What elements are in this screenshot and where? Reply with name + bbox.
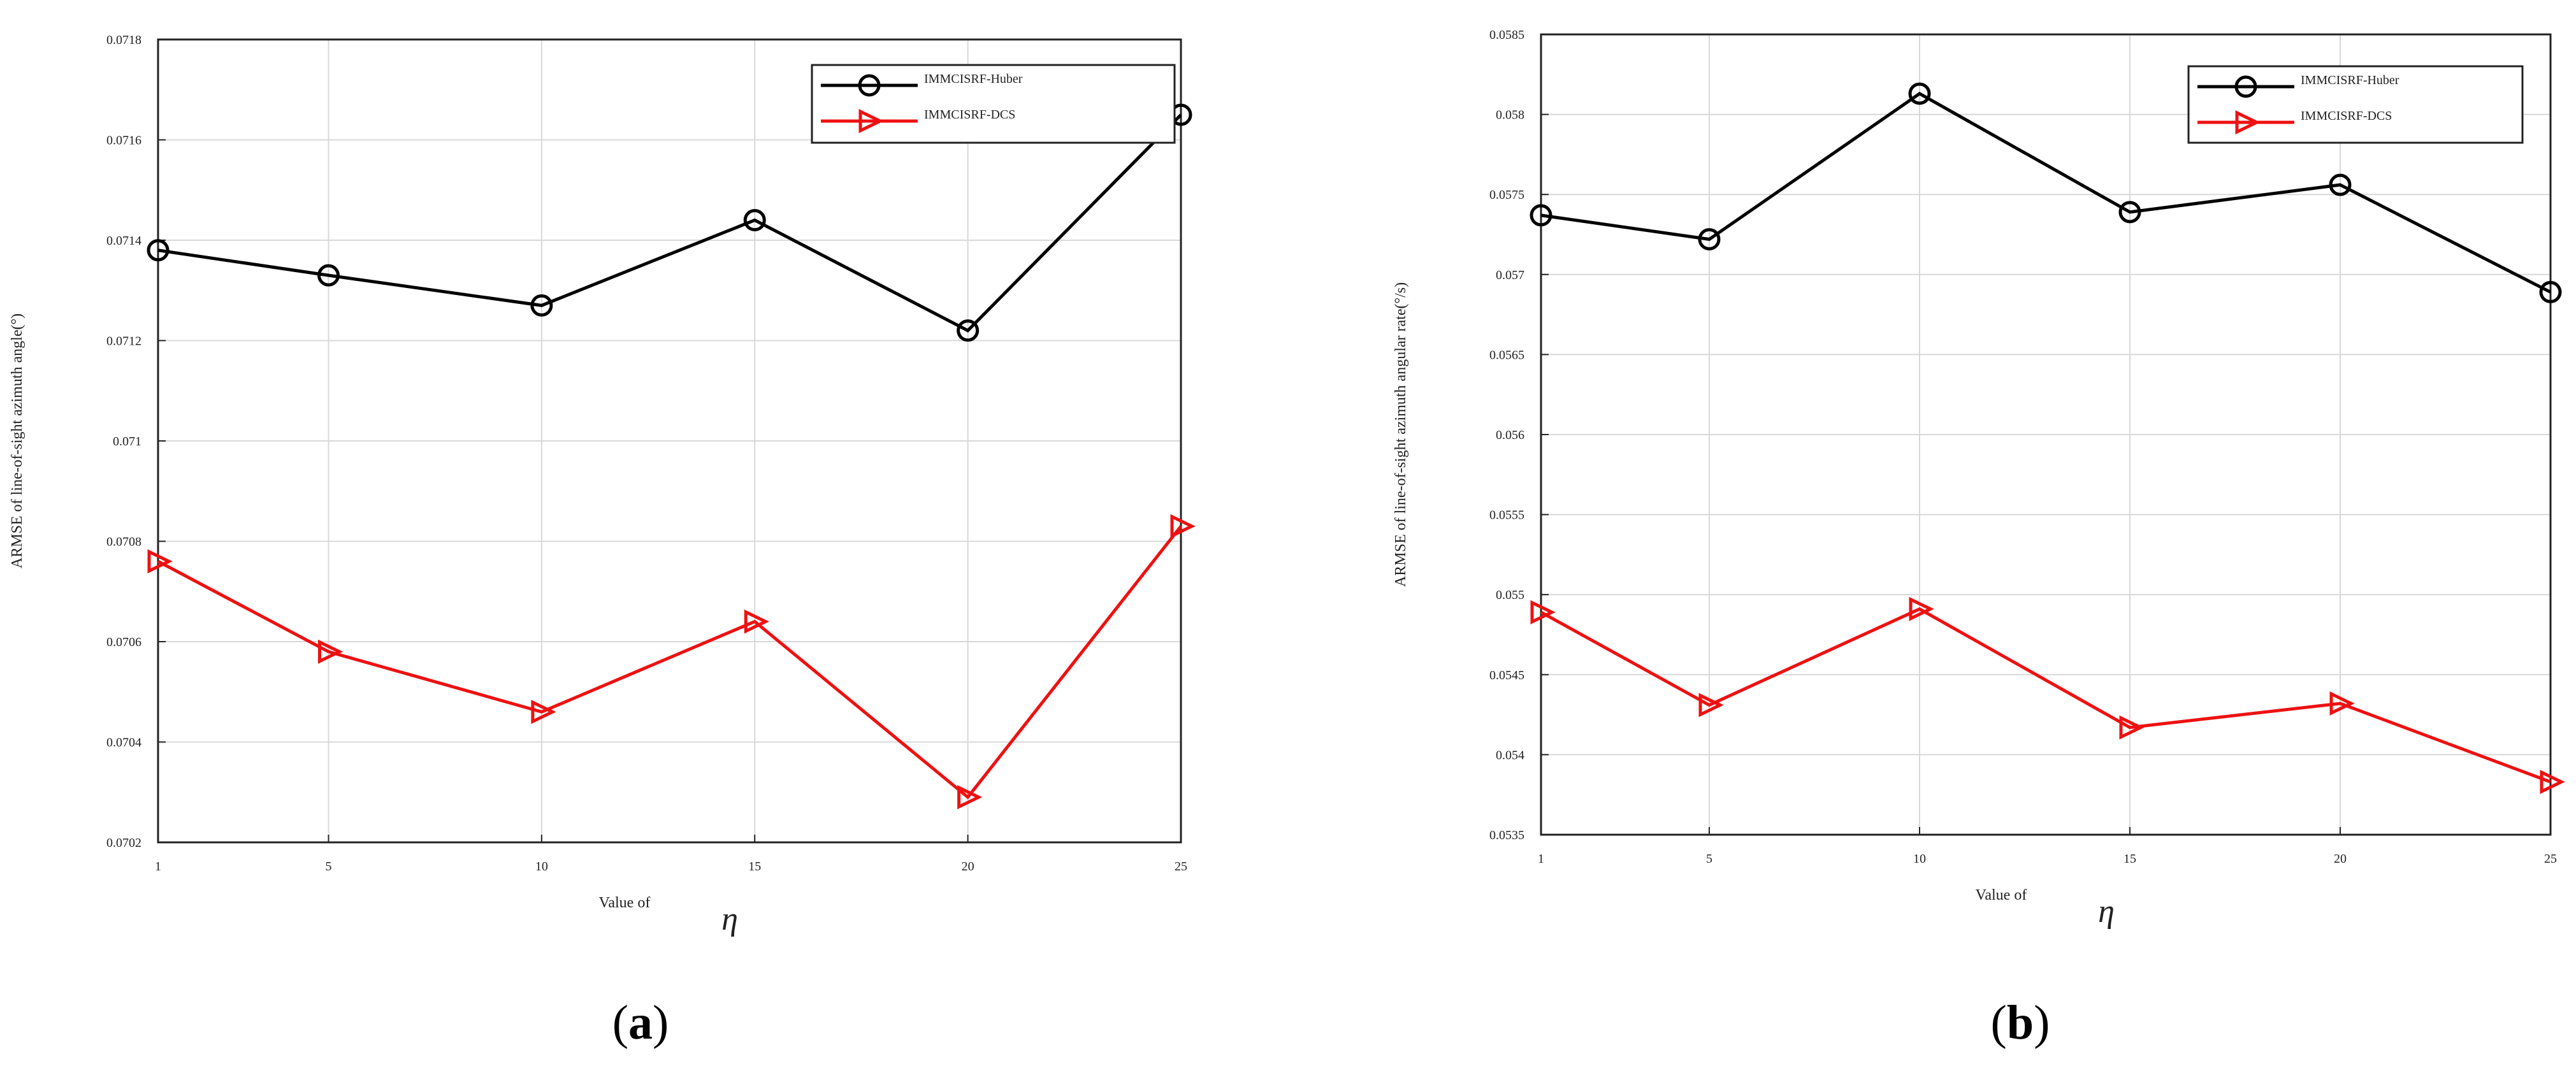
y-tick-label: 0.0714 [106, 234, 141, 248]
data-point-dcs [318, 639, 344, 664]
y-tick-label: 0.0555 [1489, 508, 1524, 522]
series-line-immcisrf-huber [157, 113, 1182, 333]
data-point-huber [317, 264, 340, 287]
y-tick-label: 0.055 [1496, 588, 1524, 602]
y-axis-label: ARMSE of line-of-sight azimuth angular r… [1393, 282, 1409, 587]
legend-marker-dcs [858, 109, 884, 133]
x-tick-label: 25 [1175, 860, 1187, 874]
data-point-huber [2539, 280, 2562, 303]
y-tick-label: 0.0575 [1489, 188, 1524, 202]
y-tick-label: 0.0702 [106, 836, 141, 850]
y-tick-label: 0.0704 [106, 736, 141, 750]
legend-label: IMMCISRF-Huber [924, 72, 1023, 86]
legend-marker-huber [2234, 75, 2257, 98]
series-line-immcisrf-dcs [157, 525, 1182, 800]
legend: IMMCISRF-Huber IMMCISRF-DCS [811, 64, 1176, 144]
y-tick-label: 0.0708 [106, 535, 141, 549]
y-tick-label: 0.057 [1496, 268, 1524, 282]
x-tick-label: 1 [1538, 852, 1544, 866]
y-tick-label: 0.0716 [106, 134, 141, 148]
data-point-huber [2118, 201, 2141, 224]
data-point-huber [743, 209, 766, 231]
data-point-dcs [2119, 715, 2145, 740]
x-tick-label: 15 [2124, 852, 2136, 866]
data-point-huber [1698, 228, 1721, 251]
data-point-dcs [1909, 596, 1934, 621]
series-line-immcisrf-dcs [1540, 607, 2551, 784]
data-point-dcs [957, 785, 983, 810]
legend-label: IMMCISRF-Huber [2301, 73, 2399, 87]
x-axis-symbol: η [721, 901, 738, 937]
x-tick-label: 5 [1706, 852, 1712, 866]
data-point-huber [2329, 173, 2352, 196]
y-tick-label: 0.0535 [1489, 828, 1524, 842]
legend-label: IMMCISRF-DCS [924, 108, 1015, 122]
y-tick-label: 0.0712 [106, 335, 141, 349]
legend-marker-huber [858, 74, 881, 97]
y-tick-label: 0.071 [113, 435, 141, 449]
y-tick-label: 0.0718 [106, 33, 141, 47]
legend: IMMCISRF-Huber IMMCISRF-DCS [2187, 65, 2524, 144]
x-tick-label: 5 [326, 860, 332, 874]
data-point-dcs [1698, 693, 1724, 717]
caption-a: (a) [612, 996, 669, 1049]
y-tick-label: 0.0585 [1489, 28, 1524, 42]
data-point-dcs [2329, 691, 2355, 716]
y-axis-label: ARMSE of line-of-sight azimuth angle(°) [9, 313, 25, 568]
data-point-dcs [744, 609, 769, 634]
data-point-huber [957, 319, 980, 342]
chart-a: 1 5 10 15 20 250.07020.07040.07060.07080.0710… [9, 33, 1196, 937]
caption-a-letter: a [628, 996, 653, 1049]
x-tick-label: 10 [535, 860, 548, 874]
x-axis-label: Value of [599, 895, 651, 911]
legend-marker-dcs [2235, 110, 2261, 134]
x-tick-label: 15 [748, 860, 761, 874]
x-tick-label: 25 [2544, 852, 2557, 866]
x-tick-label: 20 [2334, 852, 2347, 866]
legend-label: IMMCISRF-DCS [2301, 109, 2392, 123]
data-point-huber [1530, 204, 1552, 227]
data-point-huber [147, 239, 170, 262]
x-axis-label: Value of [1976, 887, 2027, 904]
x-axis-symbol: η [2098, 893, 2115, 930]
caption-b-letter: b [2007, 996, 2034, 1049]
data-point-huber [1908, 82, 1931, 105]
y-tick-label: 0.0565 [1489, 348, 1524, 362]
caption-b: (b) [1991, 996, 2050, 1049]
x-tick-label: 20 [962, 860, 974, 874]
y-tick-label: 0.058 [1496, 108, 1524, 122]
y-tick-label: 0.054 [1496, 748, 1524, 762]
chart-b: 1 5 10 15 20 250.05350.0540.05450.0550.05550.… [1393, 28, 2565, 930]
data-point-huber [530, 294, 553, 317]
y-tick-label: 0.056 [1496, 428, 1524, 442]
data-point-dcs [147, 549, 173, 573]
y-tick-label: 0.0706 [106, 635, 141, 649]
x-tick-label: 1 [155, 860, 161, 874]
x-tick-label: 10 [1913, 852, 1926, 866]
data-point-dcs [1530, 600, 1556, 624]
y-tick-label: 0.0545 [1489, 668, 1524, 682]
data-point-dcs [2540, 770, 2565, 795]
series-line-immcisrf-huber [1540, 91, 2552, 294]
data-point-dcs [531, 700, 556, 724]
data-point-dcs [1170, 514, 1196, 538]
